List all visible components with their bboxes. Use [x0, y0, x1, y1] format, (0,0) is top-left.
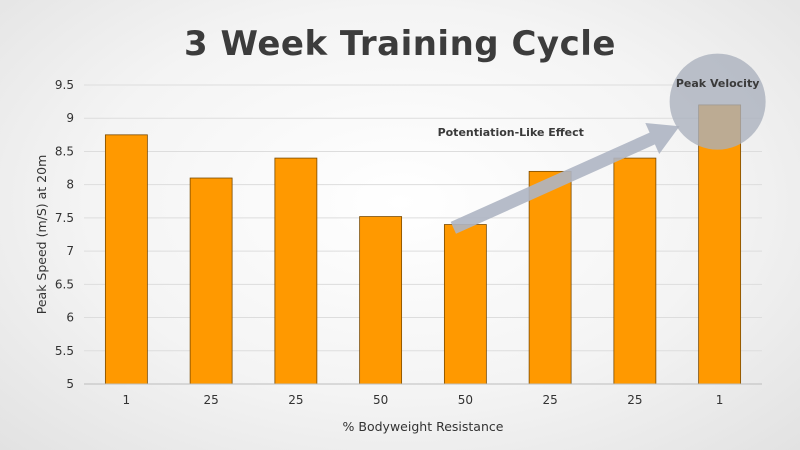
trend-arrow [450, 123, 680, 234]
annotations: Potentiation-Like Effect Peak Velocity [438, 53, 766, 234]
y-axis-title: Peak Speed (m/S) at 20m [34, 155, 49, 314]
bar [443, 224, 487, 385]
peak-label: Peak Velocity [676, 77, 760, 90]
bar [104, 134, 148, 385]
x-tick-label: 25 [203, 393, 218, 407]
y-tick-label: 9 [66, 111, 74, 125]
bar [613, 157, 657, 385]
y-tick-label: 8.5 [55, 144, 74, 158]
slide-title: 3 Week Training Cycle [184, 24, 616, 64]
bar [274, 157, 318, 385]
peak-circle [669, 53, 766, 150]
axes: 5 5.5 6 6.5 7 7.5 8 8.5 9 9.5 1 25 25 50 50 25 25 1 % Body… [34, 78, 762, 434]
y-tick-label: 7.5 [55, 211, 74, 225]
x-tick-label: 50 [373, 393, 388, 407]
bar [698, 104, 742, 385]
y-tick-label: 7 [66, 244, 74, 258]
x-tick-label: 1 [123, 393, 131, 407]
y-tick-label: 5 [66, 377, 74, 391]
arrow-label: Potentiation-Like Effect [438, 126, 584, 139]
bar [528, 170, 572, 385]
y-tick-label: 6.5 [55, 277, 74, 291]
x-tick-label: 25 [627, 393, 642, 407]
y-tick-label: 5.5 [55, 344, 74, 358]
bars [104, 104, 742, 385]
bar [189, 177, 233, 385]
y-tick-label: 9.5 [55, 78, 74, 92]
x-tick-label: 50 [458, 393, 473, 407]
bar [359, 216, 403, 385]
x-tick-label: 25 [542, 393, 557, 407]
y-tick-label: 8 [66, 178, 74, 192]
x-tick-label: 1 [716, 393, 724, 407]
x-tick-label: 25 [288, 393, 303, 407]
y-tick-label: 6 [66, 311, 74, 325]
x-axis-title: % Bodyweight Resistance [343, 419, 504, 434]
